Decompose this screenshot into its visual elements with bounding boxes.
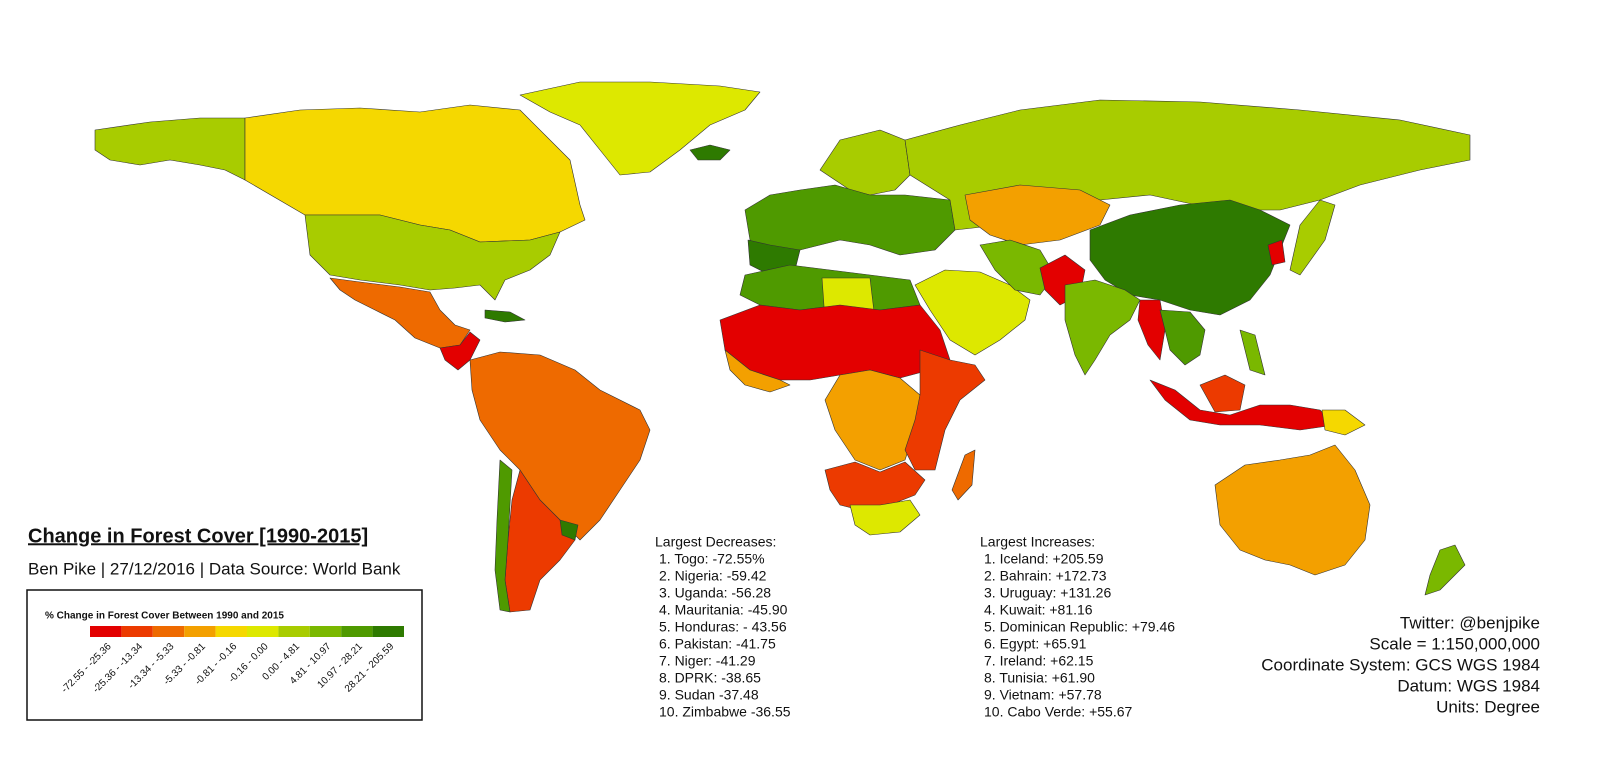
legend-swatch bbox=[90, 626, 122, 637]
increase-item: 6. Egypt: +65.91 bbox=[984, 636, 1087, 652]
legend-swatch bbox=[372, 626, 404, 637]
increase-item: 5. Dominican Republic: +79.46 bbox=[984, 619, 1175, 635]
central-america bbox=[439, 331, 481, 371]
scandinavia bbox=[819, 129, 911, 196]
uruguay bbox=[559, 519, 579, 541]
legend-swatch bbox=[341, 626, 373, 637]
increase-item: 1. Iceland: +205.59 bbox=[984, 551, 1104, 567]
decrease-item: 4. Mauritania: -45.90 bbox=[659, 602, 788, 618]
increase-item: 2. Bahrain: +172.73 bbox=[984, 568, 1107, 584]
legend-swatch bbox=[152, 626, 185, 637]
map-info: Scale = 1:150,000,000 bbox=[1369, 634, 1540, 653]
alaska bbox=[94, 117, 246, 181]
increase-item: 10. Cabo Verde: +55.67 bbox=[984, 704, 1132, 720]
subtitle: Ben Pike | 27/12/2016 | Data Source: Wor… bbox=[28, 559, 401, 578]
south-africa bbox=[849, 499, 921, 536]
india bbox=[1064, 279, 1141, 376]
korea bbox=[1267, 239, 1286, 266]
sahel bbox=[719, 304, 951, 381]
legend-swatch bbox=[278, 626, 310, 637]
myanmar bbox=[1137, 299, 1166, 361]
central-africa bbox=[824, 369, 921, 471]
increase-item: 7. Ireland: +62.15 bbox=[984, 653, 1094, 669]
legend-swatch bbox=[215, 626, 247, 637]
canada bbox=[244, 104, 586, 243]
legend-swatch bbox=[184, 626, 216, 637]
southern-africa bbox=[824, 461, 926, 511]
increase-item: 8. Tunisia: +61.90 bbox=[984, 670, 1095, 686]
legend-swatch bbox=[309, 626, 342, 637]
japan bbox=[1289, 199, 1336, 276]
world-map bbox=[94, 81, 1471, 613]
map-info: Units: Degree bbox=[1436, 697, 1540, 716]
legend-box bbox=[26, 589, 423, 721]
decrease-item: 7. Niger: -41.29 bbox=[659, 653, 756, 669]
madagascar bbox=[951, 449, 976, 501]
caribbean bbox=[484, 309, 526, 323]
decreases-heading: Largest Decreases: bbox=[655, 534, 776, 550]
decrease-item: 10. Zimbabwe -36.55 bbox=[659, 704, 791, 720]
legend-title: % Change in Forest Cover Between 1990 an… bbox=[45, 611, 284, 622]
decrease-item: 5. Honduras: - 43.56 bbox=[659, 619, 787, 635]
title: Change in Forest Cover [1990-2015] bbox=[28, 525, 368, 547]
increase-item: 3. Uruguay: +131.26 bbox=[984, 585, 1111, 601]
kazakhstan bbox=[964, 184, 1111, 246]
decrease-item: 3. Uganda: -56.28 bbox=[659, 585, 771, 601]
greenland bbox=[519, 81, 761, 176]
middle-east bbox=[914, 269, 1031, 356]
iceland bbox=[689, 144, 731, 161]
decrease-item: 9. Sudan -37.48 bbox=[659, 687, 759, 703]
chile bbox=[494, 459, 513, 613]
increase-item: 9. Vietnam: +57.78 bbox=[984, 687, 1102, 703]
decrease-item: 6. Pakistan: -41.75 bbox=[659, 636, 776, 652]
usa bbox=[304, 214, 561, 301]
decrease-item: 8. DPRK: -38.65 bbox=[659, 670, 761, 686]
east-africa bbox=[904, 349, 986, 471]
papua bbox=[1321, 409, 1366, 436]
map-info: Datum: WGS 1984 bbox=[1397, 676, 1540, 695]
west-africa bbox=[724, 349, 791, 393]
legend-swatch bbox=[121, 626, 153, 637]
increases-heading: Largest Increases: bbox=[980, 534, 1095, 550]
borneo bbox=[1199, 374, 1246, 413]
increase-item: 4. Kuwait: +81.16 bbox=[984, 602, 1093, 618]
philippines bbox=[1239, 329, 1266, 376]
legend-swatch bbox=[247, 626, 279, 637]
map-info: Coordinate System: GCS WGS 1984 bbox=[1261, 655, 1540, 674]
indochina bbox=[1159, 309, 1206, 366]
map-info: Twitter: @benjpike bbox=[1400, 613, 1540, 632]
south-america-north bbox=[469, 351, 651, 541]
new-zealand bbox=[1424, 544, 1466, 596]
australia bbox=[1214, 444, 1371, 576]
decrease-item: 2. Nigeria: -59.42 bbox=[659, 568, 767, 584]
decrease-item: 1. Togo: -72.55% bbox=[659, 551, 765, 567]
